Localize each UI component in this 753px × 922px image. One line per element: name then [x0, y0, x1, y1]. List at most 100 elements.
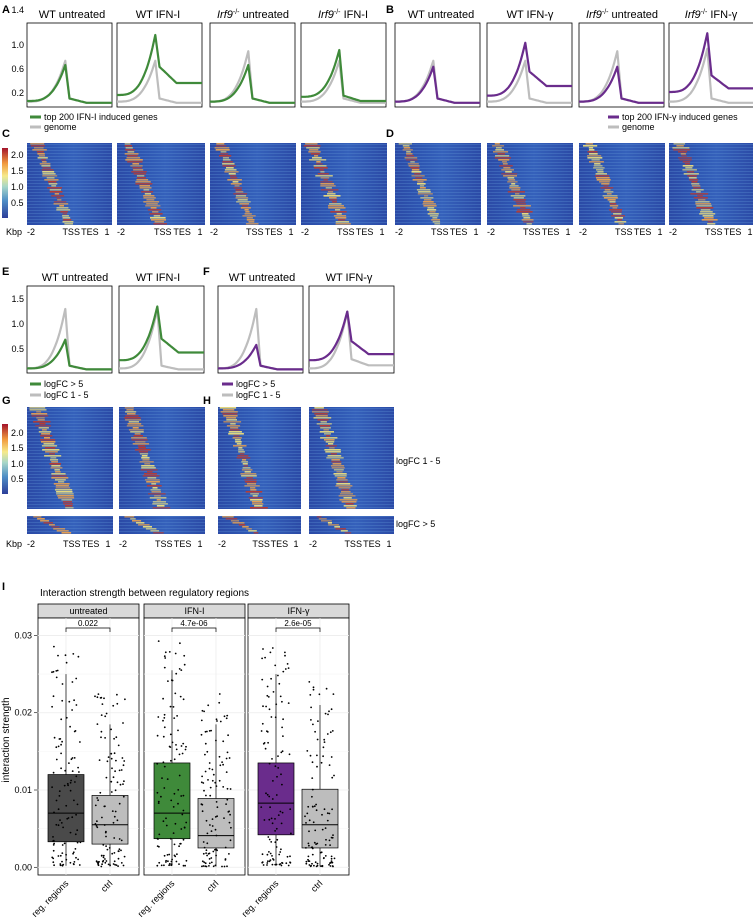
heatmap-cd-2-signal-row	[244, 213, 252, 215]
heatmap-cd-3-signal-row	[327, 193, 336, 195]
heatmap-cd-5-signal-row	[494, 143, 500, 145]
jitter-point	[261, 861, 264, 863]
heatmap-cd-2-signal-row	[242, 205, 249, 207]
heatmap-gh-top-1-signal-row	[131, 439, 148, 441]
box-0-1	[91, 795, 129, 845]
jitter-point	[215, 718, 218, 721]
heatmap-gh-top-0-signal-row	[42, 429, 47, 431]
jitter-point	[179, 842, 182, 845]
heatmap-cd-2-signal-row	[244, 209, 249, 211]
jitter-point	[330, 756, 333, 758]
heatmap-cd-7-signal-row	[691, 189, 704, 191]
jitter-point	[207, 704, 210, 707]
heatmap-cd-3-signal-row	[320, 177, 330, 179]
jitter-point	[178, 753, 181, 756]
heatmap-cd-5-signal-row	[526, 223, 532, 225]
heatmap-gh-top-0-signal-row	[58, 497, 75, 499]
jitter-point	[78, 864, 81, 866]
jitter-point	[60, 743, 62, 746]
heatmap-gh-bottom-2-signal-row	[238, 524, 246, 526]
profile-title-b2: WT IFN-γ	[507, 9, 554, 21]
jitter-point	[212, 865, 215, 868]
jitter-point	[55, 799, 58, 802]
jitter-point	[200, 781, 203, 784]
jitter-point	[177, 789, 180, 791]
heatmap-cd-3-signal-row	[328, 207, 346, 209]
ytick-ab-4: 0.2	[11, 88, 24, 98]
jitter-point	[104, 861, 107, 864]
cbar-c-tick-1: 2.0	[11, 150, 24, 160]
heatmap-cd-3-signal-row	[333, 215, 347, 217]
heatmap-gh-top-2-signal-row	[250, 493, 259, 495]
jitter-point	[308, 860, 311, 862]
jitter-point	[274, 841, 277, 844]
heatmap-cd-1-signal-row	[150, 217, 166, 219]
jitter-point	[278, 853, 281, 856]
heatmap-cd-7-signal-row	[689, 179, 699, 181]
legend-b-fg-label: top 200 IFN-γ induced genes	[622, 112, 738, 122]
heatmap-cd-7-signal-row	[707, 221, 714, 223]
jitter-point	[165, 817, 167, 820]
heatmap-cd-3-signal-row	[323, 179, 328, 181]
legend-b-bg-label: genome	[622, 122, 655, 132]
jitter-point	[204, 730, 207, 733]
jitter-point	[216, 806, 219, 809]
heatmap-cd-1-signal-row	[132, 163, 140, 165]
jitter-point	[281, 726, 283, 729]
jitter-point	[51, 786, 53, 789]
heatmap-cd-6-xtick-0: -2	[579, 227, 587, 237]
heatmap-cd-6-signal-row	[611, 215, 625, 217]
heatmap-cd-4-signal-row	[407, 163, 419, 165]
heatmap-gh-top-3-signal-row	[314, 407, 324, 409]
heatmap-cd-5-signal-row	[507, 191, 525, 193]
jitter-point	[170, 864, 173, 867]
heatmap-cd-5-signal-row	[507, 181, 518, 183]
jitter-point	[96, 826, 99, 829]
jitter-point	[332, 834, 334, 836]
jitter-point	[261, 657, 263, 660]
jitter-point	[308, 830, 310, 833]
heatmap-cd-3-xtick-2: TES	[356, 227, 374, 237]
jitter-point	[73, 757, 76, 759]
heatmap-cd-2-signal-row	[215, 149, 230, 151]
jitter-point	[116, 819, 119, 822]
heatmap-gh-top-2-signal-row	[234, 439, 241, 441]
ytick-ab-3: 0.6	[11, 64, 24, 74]
heatmap-cd-7-signal-row	[701, 219, 718, 221]
jitter-point	[169, 746, 172, 748]
heatmap-cd-2-signal-row	[216, 143, 225, 145]
jitter-point	[280, 751, 283, 754]
profile-title-e1: WT untreated	[42, 272, 108, 284]
heatmap-gh-bottom-1-signal-row	[142, 526, 152, 528]
heatmap-gh-top-0-signal-row	[29, 409, 47, 411]
heatmap-cd-2-xtick-2: TES	[265, 227, 283, 237]
jitter-point	[202, 841, 205, 843]
jitter-point	[70, 758, 73, 761]
jitter-point	[104, 858, 106, 860]
heatmap-cd-4-xtick-2: TES	[450, 227, 468, 237]
jitter-point	[209, 794, 212, 797]
jitter-point	[224, 859, 227, 861]
heatmap-cd-5-signal-row	[523, 217, 531, 219]
heatmap-cd-7-signal-row	[695, 201, 710, 203]
heatmap-gh-bottom-0-xtick-3: 1	[105, 539, 110, 549]
jitter-point	[157, 716, 160, 718]
jitter-point	[275, 846, 278, 848]
jitter-point	[61, 740, 63, 743]
heatmap-gh-bottom-2-xtick-2: TES	[271, 539, 289, 549]
jitter-point	[105, 860, 108, 862]
jitter-point	[77, 858, 79, 861]
jitter-point	[266, 862, 269, 864]
heatmap-gh-top-2-signal-row	[219, 407, 237, 409]
heatmap-cd-0-signal-row	[44, 179, 59, 181]
jitter-point	[218, 755, 221, 758]
jitter-point	[211, 768, 214, 771]
heatmap-cd-2-signal-row	[214, 147, 230, 149]
heatmap-gh-top-1-signal-row	[151, 483, 157, 485]
heatmap-gh-top-3-signal-row	[331, 461, 342, 463]
heatmap-cd-3-signal-row	[315, 175, 333, 177]
panel-letter-c: C	[2, 128, 10, 140]
heatmap-cd-7-signal-row	[695, 203, 712, 205]
heatmap-gh-top-0-signal-row	[55, 487, 71, 489]
jitter-point	[290, 832, 292, 835]
